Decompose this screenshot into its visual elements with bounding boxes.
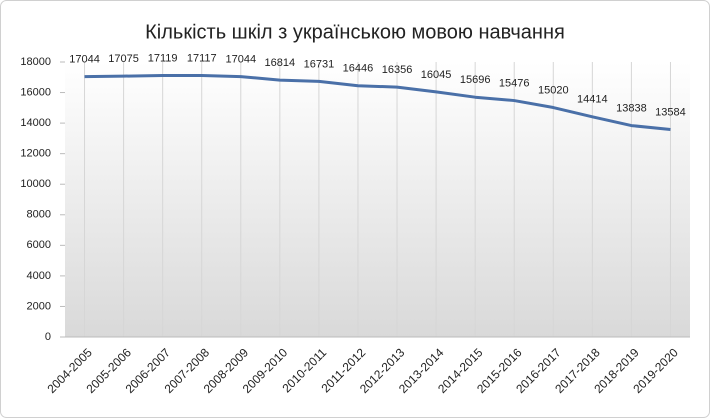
data-label: 16814: [265, 57, 296, 69]
line: [84, 73, 671, 131]
plot-area: [65, 62, 690, 337]
data-label: 16356: [382, 64, 413, 76]
data-label: 17119: [148, 52, 178, 64]
data-label: 15020: [538, 84, 569, 96]
data-label: 17044: [69, 54, 100, 66]
y-tick-label: 10000: [20, 178, 51, 190]
y-tick-label: 12000: [20, 148, 51, 160]
data-label: 16045: [421, 69, 452, 81]
data-label: 17075: [108, 53, 139, 65]
data-label: 14414: [577, 94, 608, 106]
data-label: 13838: [616, 102, 647, 114]
data-label: 16731: [304, 58, 335, 70]
y-tick-label: 18000: [20, 56, 51, 68]
y-tick-label: 0: [45, 331, 51, 343]
y-tick-label: 2000: [27, 300, 51, 312]
data-label: 17117: [187, 52, 217, 64]
y-tick-label: 14000: [20, 117, 51, 129]
data-label: 13584: [655, 106, 686, 118]
y-tick-label: 16000: [20, 86, 51, 98]
y-tick-label: 6000: [27, 239, 51, 251]
y-tick-label: 8000: [27, 209, 51, 221]
chart-title: Кількість шкіл з українською мовою навча…: [145, 21, 565, 43]
data-label: 16446: [343, 63, 374, 75]
data-label: 17044: [225, 54, 256, 66]
y-tick-label: 4000: [27, 270, 51, 282]
data-label: 15476: [499, 77, 530, 89]
data-label: 15696: [460, 74, 491, 86]
